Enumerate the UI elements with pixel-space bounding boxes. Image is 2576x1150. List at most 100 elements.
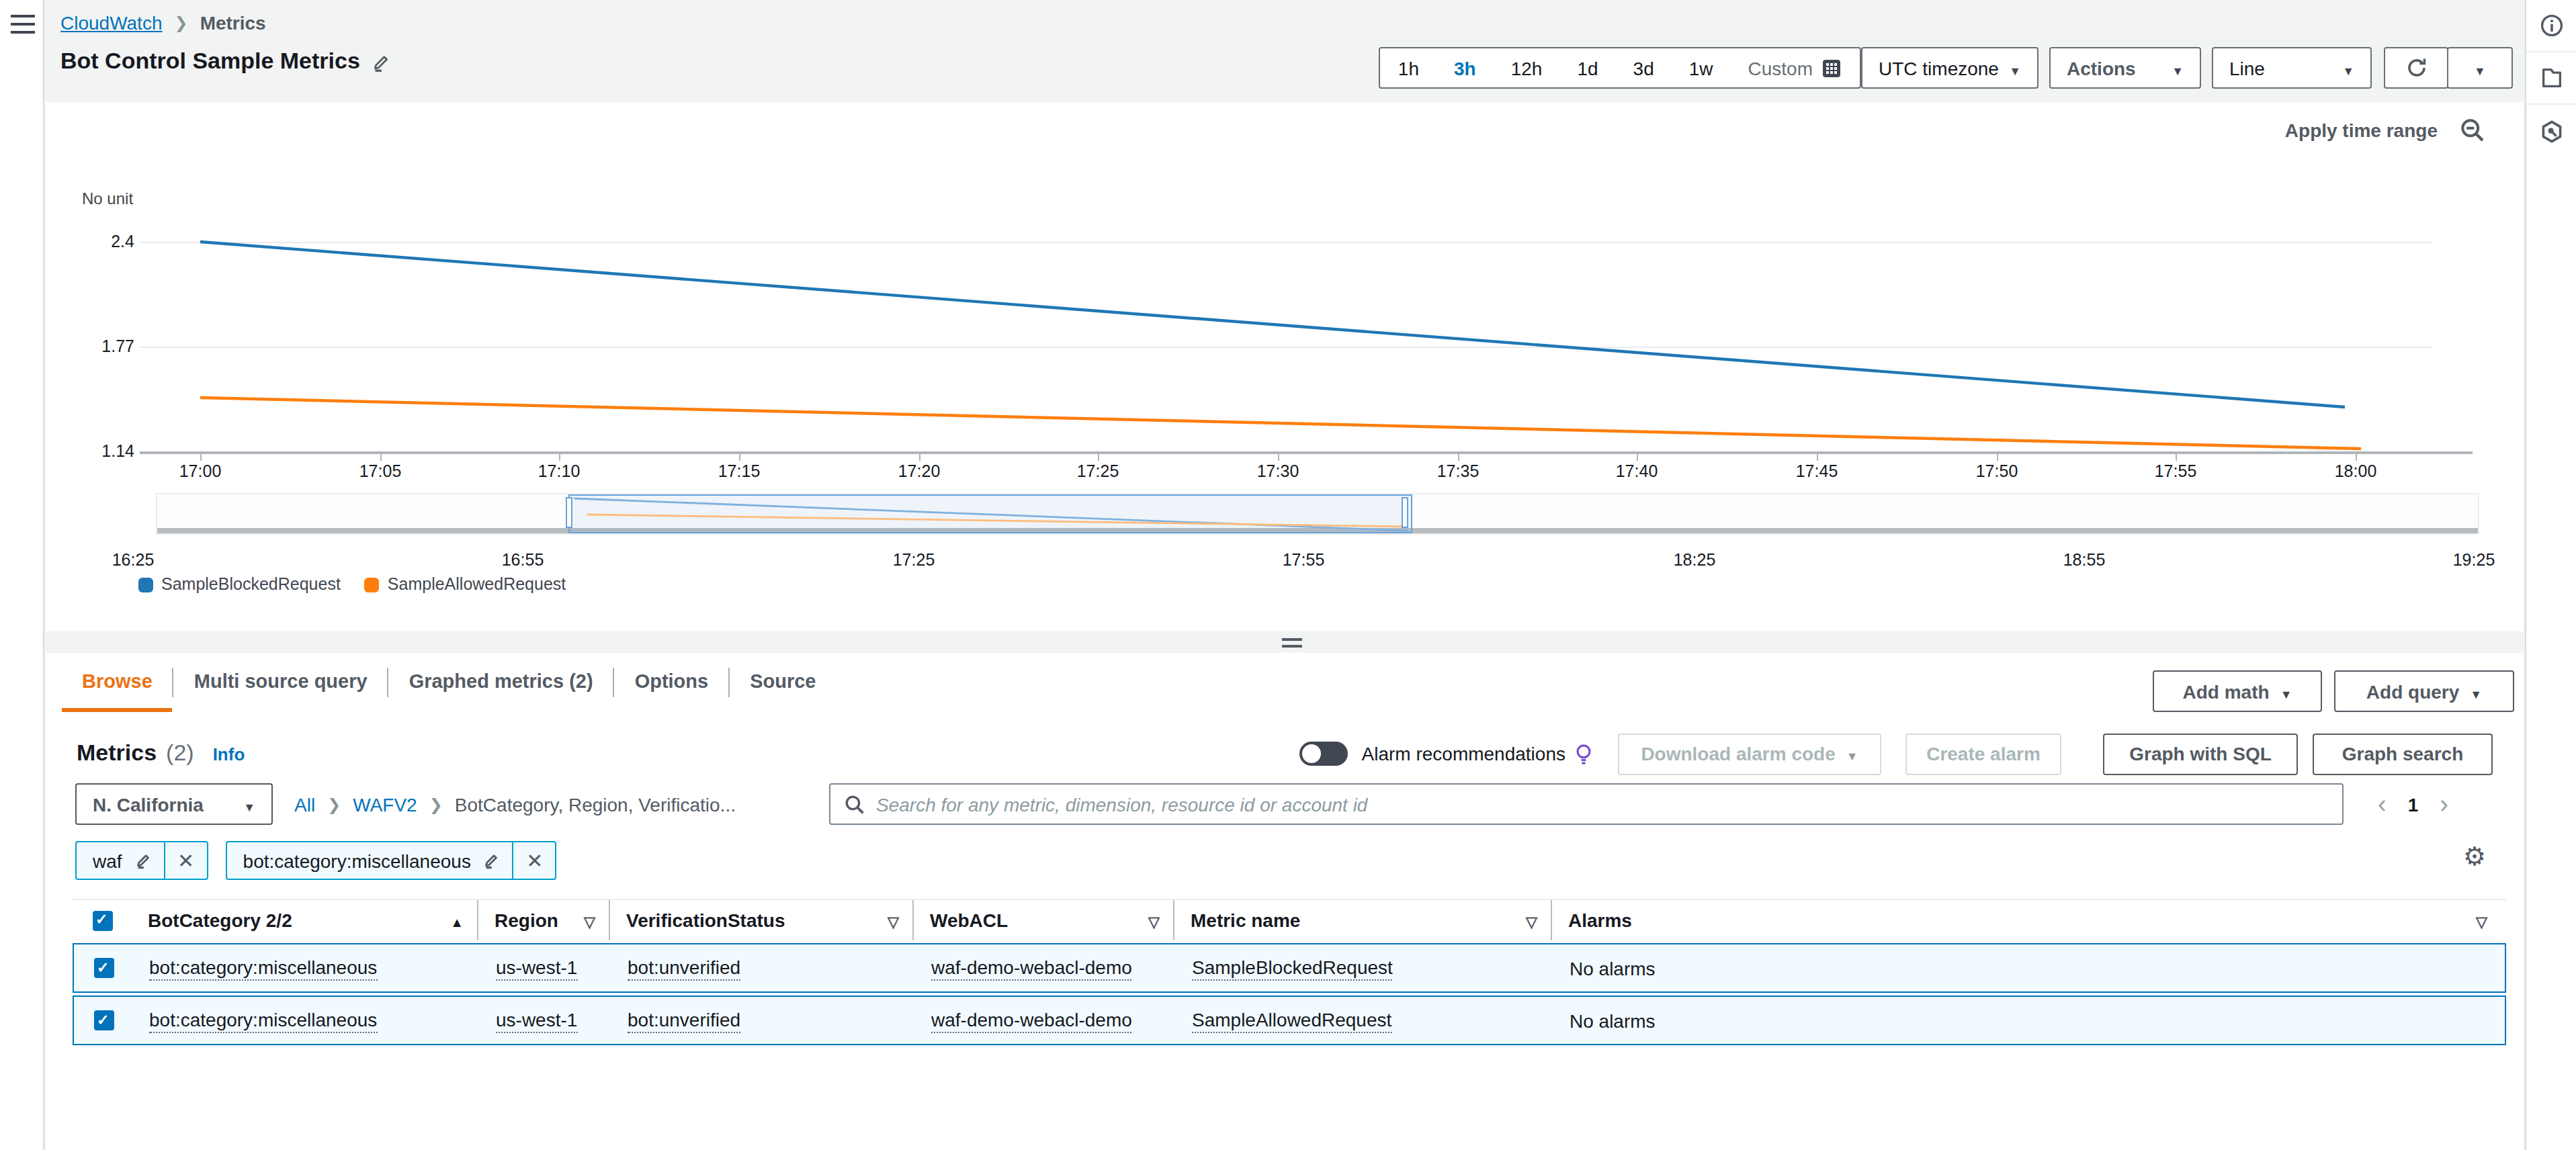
chevron-down-icon bbox=[2342, 57, 2354, 79]
column-header-webacl[interactable]: WebACL bbox=[914, 900, 1174, 940]
metrics-browser-panel: Browse Multi source query Graphed metric… bbox=[46, 653, 2524, 1150]
metric-search-field[interactable] bbox=[829, 783, 2344, 825]
select-all-checkbox[interactable] bbox=[92, 910, 112, 930]
edit-filter-pencil-icon[interactable] bbox=[483, 852, 501, 869]
column-header-metric-name[interactable]: Metric name bbox=[1174, 900, 1552, 940]
tab-multi-source-query[interactable]: Multi source query bbox=[174, 653, 388, 712]
breadcrumb: CloudWatch ❯ Metrics bbox=[60, 12, 266, 34]
breadcrumb-cloudwatch-link[interactable]: CloudWatch bbox=[60, 12, 163, 34]
webacl-link[interactable]: waf-demo-webacl-demo bbox=[931, 956, 1132, 980]
range-custom-button[interactable]: Custom bbox=[1731, 57, 1860, 79]
table-settings-gear-icon[interactable]: ⚙ bbox=[2463, 844, 2486, 869]
edit-filter-pencil-icon[interactable] bbox=[134, 852, 152, 869]
table-row[interactable]: bot:category:miscellaneous us-west-1 bot… bbox=[73, 996, 2506, 1045]
previous-page-icon[interactable]: ‹ bbox=[2378, 791, 2387, 817]
chart-type-select[interactable]: Line bbox=[2212, 47, 2372, 89]
download-alarm-code-dropdown[interactable]: Download alarm code bbox=[1618, 733, 1881, 775]
brush-tick-label: 19:25 bbox=[2420, 551, 2528, 570]
panel-resize-handle[interactable] bbox=[1282, 638, 1302, 652]
column-header-verificationstatus[interactable]: VerificationStatus bbox=[610, 900, 914, 940]
brush-mini-series bbox=[157, 494, 2481, 533]
verification-status-link[interactable]: bot:unverified bbox=[628, 956, 740, 980]
sort-icon[interactable] bbox=[877, 910, 899, 931]
table-row[interactable]: bot:category:miscellaneous us-west-1 bot… bbox=[73, 943, 2506, 993]
tab-browse[interactable]: Browse bbox=[62, 653, 173, 712]
chart-toolbar: 1h 3h 12h 1d 3d 1w Custom UTC timezone A… bbox=[1379, 47, 2513, 89]
resource-explorer-button[interactable] bbox=[2526, 105, 2576, 157]
sort-ascending-icon[interactable] bbox=[439, 910, 464, 931]
select-all-checkbox-cell bbox=[73, 900, 132, 940]
remove-filter-icon[interactable] bbox=[514, 848, 556, 873]
column-header-botcategory[interactable]: BotCategory 2/2 bbox=[132, 900, 478, 940]
region-dropdown[interactable]: N. California bbox=[75, 783, 273, 825]
chevron-down-icon bbox=[2172, 57, 2184, 79]
chevron-right-icon: ❯ bbox=[327, 795, 341, 813]
table-header-row: BotCategory 2/2 Region VerificationStatu… bbox=[73, 899, 2506, 940]
metrics-header-row: Metrics (2) Info Alarm recommendations D… bbox=[77, 731, 2493, 777]
row-checkbox[interactable] bbox=[93, 958, 114, 978]
webacl-link[interactable]: waf-demo-webacl-demo bbox=[931, 1008, 1132, 1032]
hexagon-search-icon bbox=[2539, 119, 2563, 143]
range-3d-button[interactable]: 3d bbox=[1616, 57, 1672, 79]
tab-graphed-metrics[interactable]: Graphed metrics (2) bbox=[389, 653, 613, 712]
region-link[interactable]: us-west-1 bbox=[496, 1008, 577, 1032]
tab-options[interactable]: Options bbox=[615, 653, 729, 712]
metric-name-link[interactable]: SampleAllowedRequest bbox=[1192, 1008, 1391, 1032]
hamburger-menu-icon[interactable] bbox=[11, 15, 35, 39]
sort-icon[interactable] bbox=[573, 910, 595, 931]
info-icon bbox=[2539, 13, 2563, 38]
chevron-down-icon bbox=[2474, 57, 2486, 79]
next-page-icon[interactable]: › bbox=[2440, 791, 2448, 817]
verification-status-link[interactable]: bot:unverified bbox=[628, 1008, 740, 1032]
edit-title-pencil-icon[interactable] bbox=[371, 52, 391, 72]
path-all-link[interactable]: All bbox=[294, 793, 315, 815]
document-icon bbox=[2539, 66, 2563, 90]
info-link[interactable]: Info bbox=[213, 744, 245, 764]
sort-icon[interactable] bbox=[1137, 910, 1160, 931]
graph-with-sql-button[interactable]: Graph with SQL bbox=[2103, 733, 2298, 775]
timezone-dropdown[interactable]: UTC timezone bbox=[1861, 47, 2038, 89]
range-1w-button[interactable]: 1w bbox=[1672, 57, 1731, 79]
refresh-button[interactable] bbox=[2384, 47, 2448, 89]
sort-icon[interactable] bbox=[1515, 910, 1537, 931]
metrics-count: (2) bbox=[166, 740, 194, 767]
path-wafv2-link[interactable]: WAFV2 bbox=[353, 793, 417, 815]
remove-filter-icon[interactable] bbox=[165, 848, 207, 873]
actions-dropdown[interactable]: Actions bbox=[2049, 47, 2201, 89]
alarms-value: No alarms bbox=[1570, 957, 1656, 979]
right-tools-rail bbox=[2525, 0, 2576, 1150]
refresh-options-dropdown[interactable] bbox=[2447, 47, 2513, 89]
time-brush-track[interactable] bbox=[156, 493, 2479, 535]
chart-panel: Apply time range No unit 2.4 1.77 1.14 bbox=[46, 102, 2524, 631]
range-3h-button[interactable]: 3h bbox=[1436, 57, 1494, 79]
range-1d-button[interactable]: 1d bbox=[1559, 57, 1615, 79]
add-math-dropdown[interactable]: Add math bbox=[2153, 670, 2322, 712]
search-input[interactable] bbox=[876, 793, 2329, 815]
graph-search-button[interactable]: Graph search bbox=[2313, 733, 2493, 775]
brush-handle-right[interactable] bbox=[1402, 497, 1408, 528]
range-1h-button[interactable]: 1h bbox=[1381, 57, 1436, 79]
column-header-region[interactable]: Region bbox=[478, 900, 610, 940]
legend-item-allowed[interactable]: SampleAllowedRequest bbox=[365, 575, 566, 594]
metric-name-link[interactable]: SampleBlockedRequest bbox=[1192, 956, 1393, 980]
region-link[interactable]: us-west-1 bbox=[496, 956, 577, 980]
chevron-down-icon bbox=[1846, 743, 1858, 764]
alarm-recommendations-toggle[interactable] bbox=[1300, 742, 1348, 766]
chevron-down-icon bbox=[2009, 57, 2021, 79]
sort-icon[interactable] bbox=[2465, 910, 2493, 931]
lightbulb-icon[interactable] bbox=[1574, 742, 1594, 765]
notebook-panel-button[interactable] bbox=[2526, 52, 2576, 105]
legend-item-blocked[interactable]: SampleBlockedRequest bbox=[138, 575, 341, 594]
info-panel-button[interactable] bbox=[2526, 0, 2576, 52]
refresh-icon bbox=[2405, 56, 2428, 79]
row-checkbox[interactable] bbox=[93, 1010, 114, 1030]
tab-source[interactable]: Source bbox=[730, 653, 836, 712]
bot-category-link[interactable]: bot:category:miscellaneous bbox=[149, 956, 377, 980]
bot-category-link[interactable]: bot:category:miscellaneous bbox=[149, 1008, 377, 1032]
create-alarm-button[interactable]: Create alarm bbox=[1905, 733, 2061, 775]
add-query-dropdown[interactable]: Add query bbox=[2334, 670, 2514, 712]
column-header-alarms[interactable]: Alarms bbox=[1552, 900, 2506, 940]
brush-handle-left[interactable] bbox=[566, 497, 572, 528]
range-12h-button[interactable]: 12h bbox=[1494, 57, 1560, 79]
brush-tick-label: 18:25 bbox=[1641, 551, 1748, 570]
